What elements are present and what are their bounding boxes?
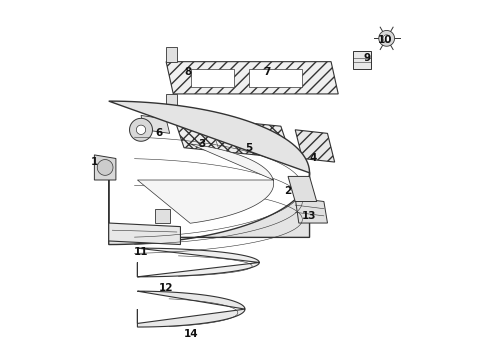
Text: 4: 4 [310,153,317,163]
Text: 11: 11 [134,247,148,257]
Polygon shape [137,144,274,223]
Text: 2: 2 [284,186,292,196]
Polygon shape [137,291,245,327]
Text: 3: 3 [198,139,206,149]
Polygon shape [248,69,302,87]
Polygon shape [137,248,259,277]
Text: 12: 12 [159,283,173,293]
Polygon shape [353,51,370,69]
Polygon shape [295,198,327,223]
Polygon shape [109,223,180,244]
Polygon shape [245,130,270,155]
Text: 8: 8 [184,67,191,77]
Polygon shape [109,101,310,244]
Text: 5: 5 [245,143,252,153]
Text: 1: 1 [91,157,98,167]
Text: 10: 10 [378,35,392,45]
Polygon shape [295,130,335,162]
Polygon shape [129,118,152,141]
Text: 7: 7 [263,67,270,77]
Polygon shape [379,31,394,46]
Text: 6: 6 [155,129,163,138]
Polygon shape [166,62,338,94]
Polygon shape [155,209,170,223]
Polygon shape [136,125,146,134]
Text: 14: 14 [184,329,198,339]
Polygon shape [166,47,177,62]
Text: 9: 9 [364,53,370,63]
Polygon shape [141,116,170,134]
Polygon shape [95,155,116,180]
Polygon shape [98,159,113,175]
Polygon shape [166,94,177,108]
Polygon shape [173,116,292,158]
Polygon shape [383,35,390,42]
Polygon shape [288,176,317,202]
Polygon shape [191,69,234,87]
Text: 13: 13 [302,211,317,221]
